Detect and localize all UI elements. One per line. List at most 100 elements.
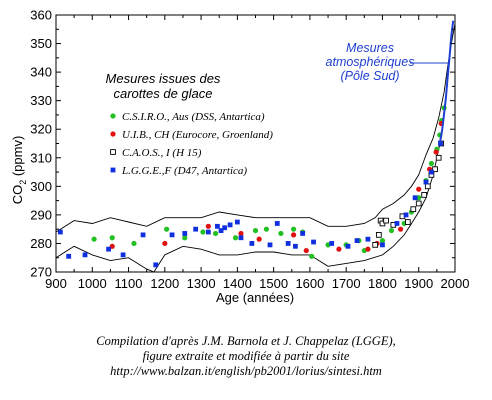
series-atmospheric-line [438, 20, 455, 144]
data-point-series-3 [234, 219, 240, 225]
x-tick-label: 1500 [259, 276, 288, 291]
data-point-series-3 [412, 195, 418, 201]
figure-caption: Compilation d'après J.M. Barnola et J. C… [0, 334, 492, 379]
legend-title-line: carottes de glace [113, 86, 212, 101]
plot-frame [55, 14, 456, 273]
data-point-series-3 [227, 222, 233, 228]
data-point-series-3 [193, 226, 199, 232]
data-point-series-0 [379, 237, 386, 244]
caption-line-1: Compilation d'après J.M. Barnola et J. C… [96, 334, 396, 348]
x-tick-label: 1300 [187, 276, 216, 291]
data-point-series-3 [365, 236, 371, 242]
data-point-series-0 [200, 229, 206, 235]
data-point-series-0 [109, 235, 115, 241]
data-point-series-3 [300, 231, 306, 236]
x-tick-label: 1900 [404, 276, 433, 291]
data-point-series-2 [404, 219, 411, 225]
data-point-series-3 [66, 253, 72, 259]
envelope-lower [55, 140, 441, 273]
legend-marker [110, 149, 116, 155]
data-points [57, 20, 455, 268]
data-point-series-1 [336, 246, 342, 252]
data-point-series-3 [423, 179, 429, 185]
data-point-series-2 [410, 206, 417, 213]
data-point-series-0 [290, 226, 297, 232]
data-point-series-3 [403, 212, 409, 218]
data-point-series-2 [421, 192, 428, 198]
data-point-series-3 [57, 229, 63, 235]
annotation-line: atmosphériques [326, 55, 415, 69]
data-point-series-1 [205, 223, 211, 229]
data-point-series-3 [222, 225, 228, 231]
y-tick-label: 280 [30, 236, 52, 251]
caption-line-3: http://www.balzan.it/english/pb2001/lori… [110, 364, 382, 378]
data-point-series-0 [388, 227, 395, 234]
data-point-series-3 [106, 246, 111, 252]
data-point-series-1 [365, 246, 371, 252]
data-point-series-3 [345, 243, 351, 249]
data-point-series-3 [285, 241, 291, 246]
data-point-series-1 [397, 226, 404, 232]
y-tick-label: 310 [30, 150, 52, 165]
data-point-series-0 [131, 240, 137, 247]
legend-entry-label: C.S.I.R.O., Aus (DSS, Antartica) [122, 111, 265, 123]
data-point-series-1 [238, 230, 244, 237]
envelope-curves [55, 23, 456, 273]
data-point-series-2 [372, 242, 379, 248]
data-point-series-3 [120, 252, 126, 258]
y-tick-label: 360 [30, 8, 52, 23]
x-tick-label: 1400 [223, 276, 252, 291]
legend-title-line: Mesures issues des [106, 71, 221, 86]
y-tick-label: 300 [30, 179, 52, 194]
data-point-series-2 [424, 183, 431, 190]
y-tick-label: 270 [30, 265, 52, 280]
x-tick-label: 2000 [441, 276, 470, 291]
data-point-series-3 [205, 229, 211, 235]
data-point-series-3 [169, 232, 175, 238]
data-point-series-3 [311, 239, 316, 245]
data-point-series-0 [263, 226, 269, 232]
data-point-series-3 [82, 252, 88, 258]
data-point-series-0 [428, 160, 435, 167]
caption-line-2: figure extraite et modifiée à partir du … [142, 349, 350, 363]
data-point-series-0 [232, 235, 239, 241]
data-point-series-3 [249, 241, 255, 246]
annotation-line: (Pôle Sud) [340, 69, 399, 83]
data-point-series-1 [433, 149, 439, 155]
annotation-line: Mesures [346, 41, 394, 55]
data-point-series-1 [162, 240, 168, 247]
data-point-series-3 [274, 221, 280, 226]
y-tick-label: 340 [30, 65, 52, 80]
envelope-upper [55, 23, 456, 233]
plot-area-border [55, 14, 456, 273]
data-point-series-3 [267, 242, 273, 248]
data-point-series-2 [432, 166, 438, 173]
data-point-series-2 [435, 154, 442, 161]
data-point-series-3 [329, 241, 335, 246]
legend-entry-label: C.A.O.S., I (H 15) [122, 147, 202, 159]
data-point-series-0 [213, 230, 219, 237]
data-point-series-2 [375, 232, 382, 238]
x-tick-label: 1000 [78, 276, 107, 291]
legend-marker [110, 167, 116, 173]
data-point-series-3 [218, 228, 224, 233]
data-point-series-3 [429, 169, 434, 175]
data-point-series-0 [309, 253, 315, 259]
data-point-series-2 [383, 217, 389, 224]
x-tick-label: 1700 [332, 276, 361, 291]
co2-chart: 900 1000 1100 1200 1300 1400 1500 1600 1700 1800 1… [10, 8, 470, 306]
data-point-series-0 [252, 227, 259, 234]
x-axis-label: Age (années) [216, 290, 294, 305]
data-point-series-3 [215, 223, 220, 229]
data-point-series-0 [164, 226, 170, 232]
data-point-series-1 [416, 186, 422, 192]
data-point-series-3 [380, 242, 385, 248]
x-tick-label: 1100 [115, 276, 143, 291]
y-tick-label: 320 [30, 122, 52, 137]
data-point-series-3 [293, 243, 298, 249]
data-point-series-3 [140, 232, 146, 238]
data-point-series-1 [256, 236, 262, 242]
y-tick-label: 330 [30, 93, 52, 108]
legend-entry-label: L.G.G.E.,F (D47, Antartica) [121, 165, 247, 177]
